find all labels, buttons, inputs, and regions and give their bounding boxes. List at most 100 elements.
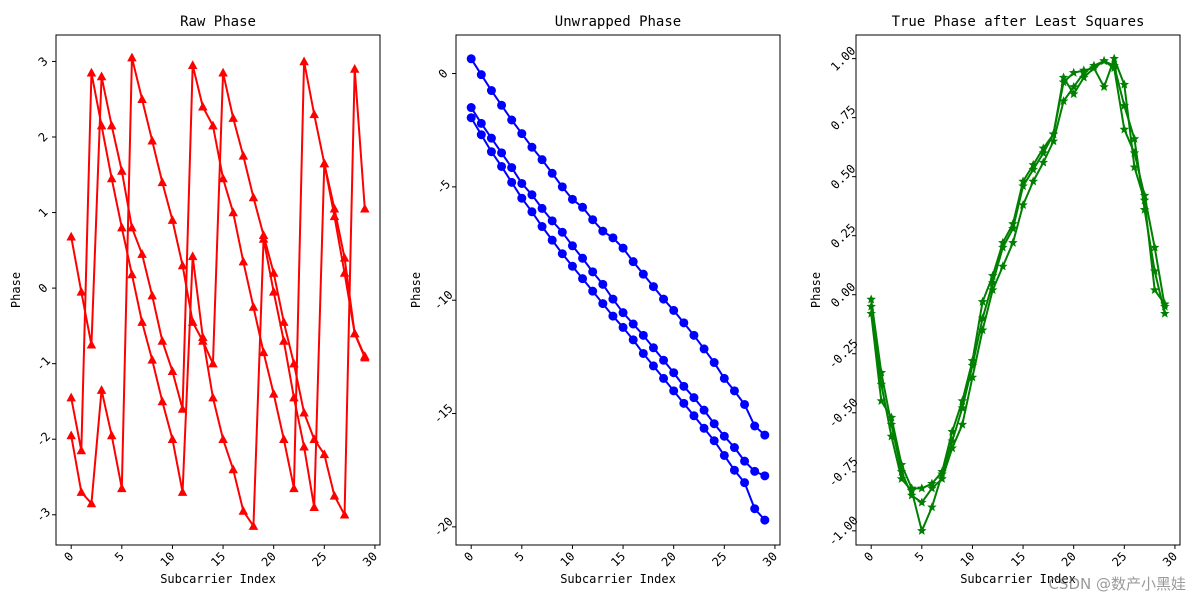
true-phase-point <box>1008 223 1018 233</box>
raw-phase-series-1-line <box>70 60 366 490</box>
unwrapped-phase-point <box>578 253 588 263</box>
true-phase-xtick-label: 0 <box>861 549 876 564</box>
unwrapped-phase-point <box>567 261 577 271</box>
true-phase-xtick-label: 5 <box>912 549 927 564</box>
unwrapped-phase-point <box>466 54 476 64</box>
raw-phase-xtick-label: 15 <box>208 549 228 569</box>
unwrapped-phase-ytick-label: -5 <box>433 177 453 197</box>
raw-phase-point <box>268 388 279 398</box>
true-phase-point <box>987 285 998 295</box>
true-phase-point <box>866 308 876 318</box>
raw-phase-point <box>279 317 289 326</box>
raw-phase-point <box>309 502 319 511</box>
raw-phase-point <box>238 150 249 160</box>
raw-phase-point <box>86 498 97 508</box>
true-phase-point <box>1099 81 1109 91</box>
unwrapped-phase-xtick-label: 0 <box>461 549 476 564</box>
true-phase-point <box>1119 79 1130 89</box>
raw-phase-point <box>137 94 147 103</box>
unwrapped-phase-point <box>628 335 638 345</box>
true-phase-point <box>917 525 927 535</box>
unwrapped-phase-point <box>497 161 507 171</box>
true-phase-point <box>1129 148 1140 158</box>
raw-phase-point <box>198 336 208 345</box>
true-phase-point <box>1058 72 1069 82</box>
unwrapped-phase-point <box>689 330 699 340</box>
unwrapped-phase-point <box>557 182 567 192</box>
raw-phase-point <box>289 483 299 493</box>
raw-phase-point <box>228 464 238 474</box>
raw-phase-xtick-label: 0 <box>61 549 76 564</box>
raw-phase-point <box>258 230 269 239</box>
raw-phase-point <box>299 441 309 451</box>
raw-phase-point <box>228 113 238 122</box>
true-phase-point <box>967 355 978 365</box>
raw-phase-point <box>248 521 259 530</box>
true-phase-point <box>1149 266 1160 276</box>
raw-phase-point <box>349 64 360 73</box>
true-phase-point <box>927 502 937 512</box>
unwrapped-phase-point <box>507 115 517 125</box>
true-phase-point <box>1038 143 1049 153</box>
true-phase-point <box>1048 129 1059 139</box>
unwrapped-phase-point <box>659 355 669 365</box>
true-phase-series-3-line <box>870 59 1166 490</box>
unwrapped-phase-xtick-label: 30 <box>760 549 780 569</box>
true-phase-point <box>1038 157 1049 167</box>
raw-phase-point <box>177 487 188 496</box>
raw-phase-point <box>289 358 299 368</box>
raw-phase-point <box>360 203 370 213</box>
unwrapped-phase-axes-frame <box>455 34 781 546</box>
raw-phase-ytick-label: 2 <box>36 130 51 145</box>
raw-phase-title: Raw Phase <box>180 14 256 30</box>
true-phase-point <box>876 379 887 389</box>
true-phase-point <box>1079 65 1089 75</box>
unwrapped-phase-point <box>476 70 486 80</box>
raw-phase-point <box>137 317 147 326</box>
true-phase-point <box>957 395 968 406</box>
unwrapped-phase-point <box>527 207 537 217</box>
watermark: CSDN @数产小黑娃 <box>1048 575 1186 593</box>
raw-phase-ytick-label: -2 <box>33 429 53 449</box>
true-phase-point <box>906 483 917 493</box>
raw-phase-point <box>279 336 289 345</box>
raw-phase-point <box>127 269 137 279</box>
raw-phase-point <box>167 366 178 375</box>
true-phase-point <box>1008 218 1018 228</box>
unwrapped-phase-xtick-label: 20 <box>659 549 679 569</box>
unwrapped-phase-point <box>750 421 760 431</box>
raw-phase-point <box>248 192 259 202</box>
true-phase-point <box>1028 159 1038 169</box>
unwrapped-phase-point <box>659 294 669 304</box>
raw-phase-point <box>218 67 228 77</box>
true-phase-point <box>927 483 937 493</box>
true-phase-point <box>896 466 907 476</box>
raw-phase-ytick-label: 1 <box>36 205 51 220</box>
true-phase-point <box>1129 133 1140 143</box>
true-phase-point <box>987 277 998 287</box>
unwrapped-phase-point <box>709 436 719 446</box>
true-phase-point <box>1068 81 1079 91</box>
raw-phase-xlabel: Subcarrier Index <box>160 572 276 586</box>
raw-phase-point <box>339 268 350 277</box>
unwrapped-phase-point <box>537 203 547 213</box>
raw-phase-point <box>198 101 208 111</box>
raw-phase-point <box>248 302 259 311</box>
unwrapped-phase-point <box>638 330 648 340</box>
true-phase-point <box>1089 63 1099 73</box>
raw-phase-point <box>106 173 117 183</box>
raw-phase-ylabel: Phase <box>9 272 23 308</box>
raw-phase-xtick-label: 5 <box>112 549 127 564</box>
true-phase-point <box>998 237 1008 247</box>
true-phase-point <box>886 431 897 441</box>
unwrapped-phase-point <box>618 308 628 318</box>
unwrapped-phase-point <box>760 471 770 481</box>
true-phase-point <box>1099 55 1109 66</box>
raw-phase-point <box>329 211 340 221</box>
unwrapped-phase-panel: Unwrapped Phase Subcarrier Index Phase 0 5 10… <box>409 14 781 586</box>
raw-phase-point <box>360 352 370 362</box>
raw-phase-point <box>66 231 76 241</box>
unwrapped-phase-point <box>486 86 496 96</box>
true-phase-point <box>866 301 876 311</box>
raw-phase-point <box>329 203 340 213</box>
